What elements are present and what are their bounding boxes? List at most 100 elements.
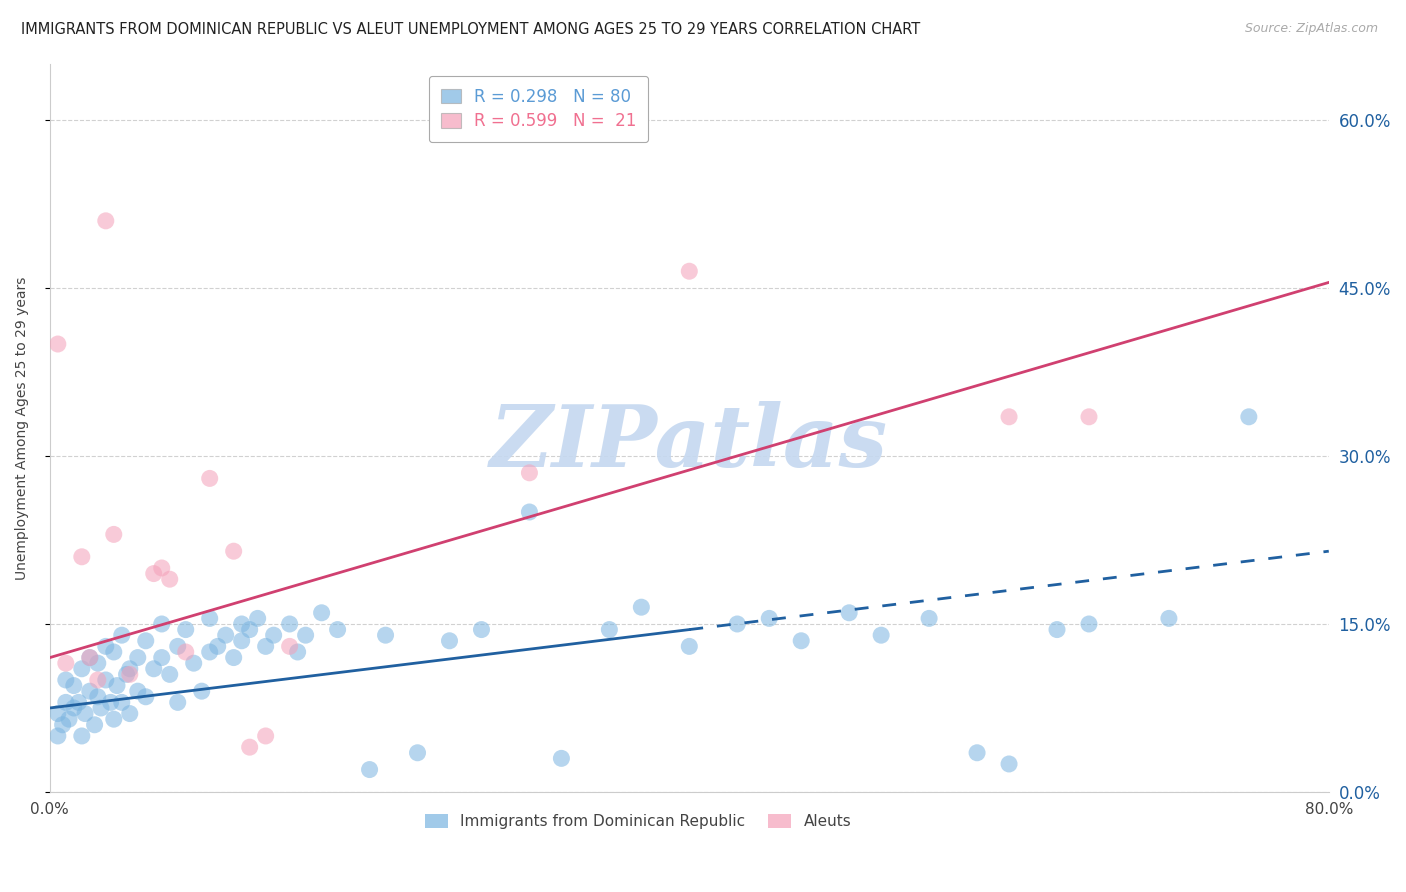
Point <box>519 505 541 519</box>
Point <box>918 611 941 625</box>
Point <box>630 600 652 615</box>
Point <box>758 611 780 625</box>
Point <box>470 623 492 637</box>
Point <box>79 650 101 665</box>
Point <box>678 264 700 278</box>
Point <box>115 667 138 681</box>
Point <box>239 623 262 637</box>
Point <box>278 640 301 654</box>
Point <box>87 656 110 670</box>
Point <box>70 549 93 564</box>
Point <box>150 617 173 632</box>
Point <box>183 656 205 670</box>
Point <box>150 561 173 575</box>
Point <box>725 617 748 632</box>
Point <box>406 746 429 760</box>
Point <box>278 617 301 632</box>
Point <box>79 650 101 665</box>
Point <box>326 623 349 637</box>
Point <box>118 667 141 681</box>
Point <box>207 640 229 654</box>
Point <box>100 695 122 709</box>
Point <box>62 701 84 715</box>
Point <box>94 214 117 228</box>
Point <box>111 628 134 642</box>
Y-axis label: Unemployment Among Ages 25 to 29 years: Unemployment Among Ages 25 to 29 years <box>15 277 30 580</box>
Point <box>374 628 396 642</box>
Point <box>150 650 173 665</box>
Point <box>294 628 316 642</box>
Point <box>127 684 149 698</box>
Point <box>127 650 149 665</box>
Point <box>359 763 381 777</box>
Point <box>166 695 188 709</box>
Point <box>87 673 110 687</box>
Point <box>287 645 309 659</box>
Point <box>142 662 165 676</box>
Point <box>550 751 572 765</box>
Point <box>118 706 141 721</box>
Point <box>998 756 1021 771</box>
Point <box>190 684 212 698</box>
Point <box>103 712 125 726</box>
Point <box>79 684 101 698</box>
Point <box>598 623 620 637</box>
Point <box>159 667 181 681</box>
Point <box>254 640 277 654</box>
Point <box>55 695 77 709</box>
Point <box>70 729 93 743</box>
Text: ZIPatlas: ZIPatlas <box>491 401 889 484</box>
Point <box>254 729 277 743</box>
Point <box>67 695 90 709</box>
Point <box>838 606 860 620</box>
Point <box>103 527 125 541</box>
Point <box>231 633 253 648</box>
Point <box>966 746 988 760</box>
Point <box>46 729 69 743</box>
Point <box>73 706 96 721</box>
Point <box>1078 409 1101 424</box>
Point <box>1237 409 1260 424</box>
Point <box>135 633 157 648</box>
Point <box>55 656 77 670</box>
Point <box>174 623 197 637</box>
Point <box>55 673 77 687</box>
Point <box>311 606 333 620</box>
Point <box>87 690 110 704</box>
Text: IMMIGRANTS FROM DOMINICAN REPUBLIC VS ALEUT UNEMPLOYMENT AMONG AGES 25 TO 29 YEA: IMMIGRANTS FROM DOMINICAN REPUBLIC VS AL… <box>21 22 921 37</box>
Point <box>174 645 197 659</box>
Point <box>70 662 93 676</box>
Point <box>103 645 125 659</box>
Point <box>998 409 1021 424</box>
Point <box>90 701 112 715</box>
Point <box>62 679 84 693</box>
Point <box>215 628 238 642</box>
Point <box>52 718 75 732</box>
Point <box>198 611 221 625</box>
Point <box>231 617 253 632</box>
Point <box>439 633 461 648</box>
Point <box>198 471 221 485</box>
Point <box>790 633 813 648</box>
Point <box>222 650 245 665</box>
Point <box>94 640 117 654</box>
Point <box>246 611 269 625</box>
Point <box>142 566 165 581</box>
Point <box>1157 611 1180 625</box>
Legend: Immigrants from Dominican Republic, Aleuts: Immigrants from Dominican Republic, Aleu… <box>419 808 858 835</box>
Point <box>198 645 221 659</box>
Point <box>519 466 541 480</box>
Point <box>58 712 80 726</box>
Point <box>159 572 181 586</box>
Point <box>1078 617 1101 632</box>
Point <box>263 628 285 642</box>
Point <box>239 740 262 755</box>
Point <box>678 640 700 654</box>
Point <box>46 337 69 351</box>
Point <box>83 718 105 732</box>
Point <box>94 673 117 687</box>
Point <box>870 628 893 642</box>
Text: Source: ZipAtlas.com: Source: ZipAtlas.com <box>1244 22 1378 36</box>
Point <box>166 640 188 654</box>
Point <box>111 695 134 709</box>
